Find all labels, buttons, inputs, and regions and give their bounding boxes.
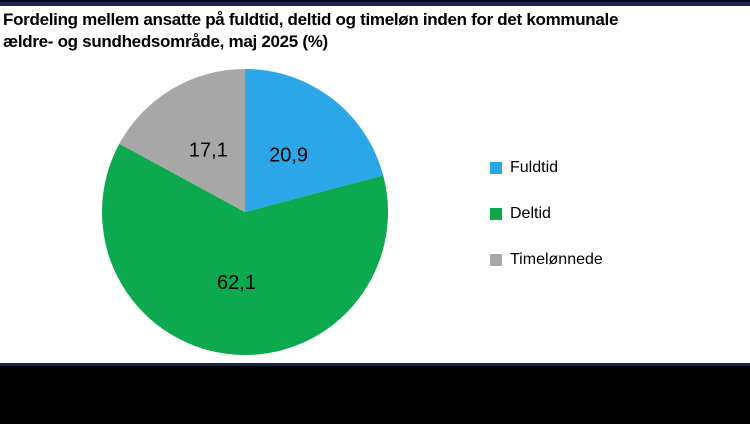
top-border <box>0 0 750 6</box>
pie-chart: 20,9 62,1 17,1 <box>102 69 388 355</box>
legend: Fuldtid Deltid Timelønnede <box>490 160 603 298</box>
legend-item-deltid: Deltid <box>490 205 603 222</box>
legend-swatch-icon <box>490 253 502 266</box>
chart-title-line-2: ældre- og sundhedsområde, maj 2025 (%) <box>3 32 328 51</box>
bottom-black-band <box>0 366 750 424</box>
legend-item-fuldtid: Fuldtid <box>490 159 603 176</box>
pie-slice-deltid <box>102 143 388 355</box>
legend-label: Fuldtid <box>510 159 559 176</box>
bottom-border-line <box>0 363 750 366</box>
pie-slice-value-label: 17,1 <box>189 140 228 162</box>
legend-label: Deltid <box>510 205 551 222</box>
legend-swatch-icon <box>490 207 502 220</box>
pie-slice-fuldtid <box>245 69 384 212</box>
pie-slice-value-label: 20,9 <box>269 144 308 166</box>
pie-slice-value-label: 62,1 <box>217 272 256 294</box>
pie-slice-timelønnede <box>119 69 245 212</box>
legend-item-timelønnede: Timelønnede <box>490 251 603 268</box>
chart-title-line-1: Fordeling mellem ansatte på fuldtid, del… <box>3 10 619 29</box>
chart-title: Fordeling mellem ansatte på fuldtid, del… <box>3 9 618 53</box>
legend-swatch-icon <box>490 161 502 174</box>
legend-label: Timelønnede <box>510 251 603 268</box>
